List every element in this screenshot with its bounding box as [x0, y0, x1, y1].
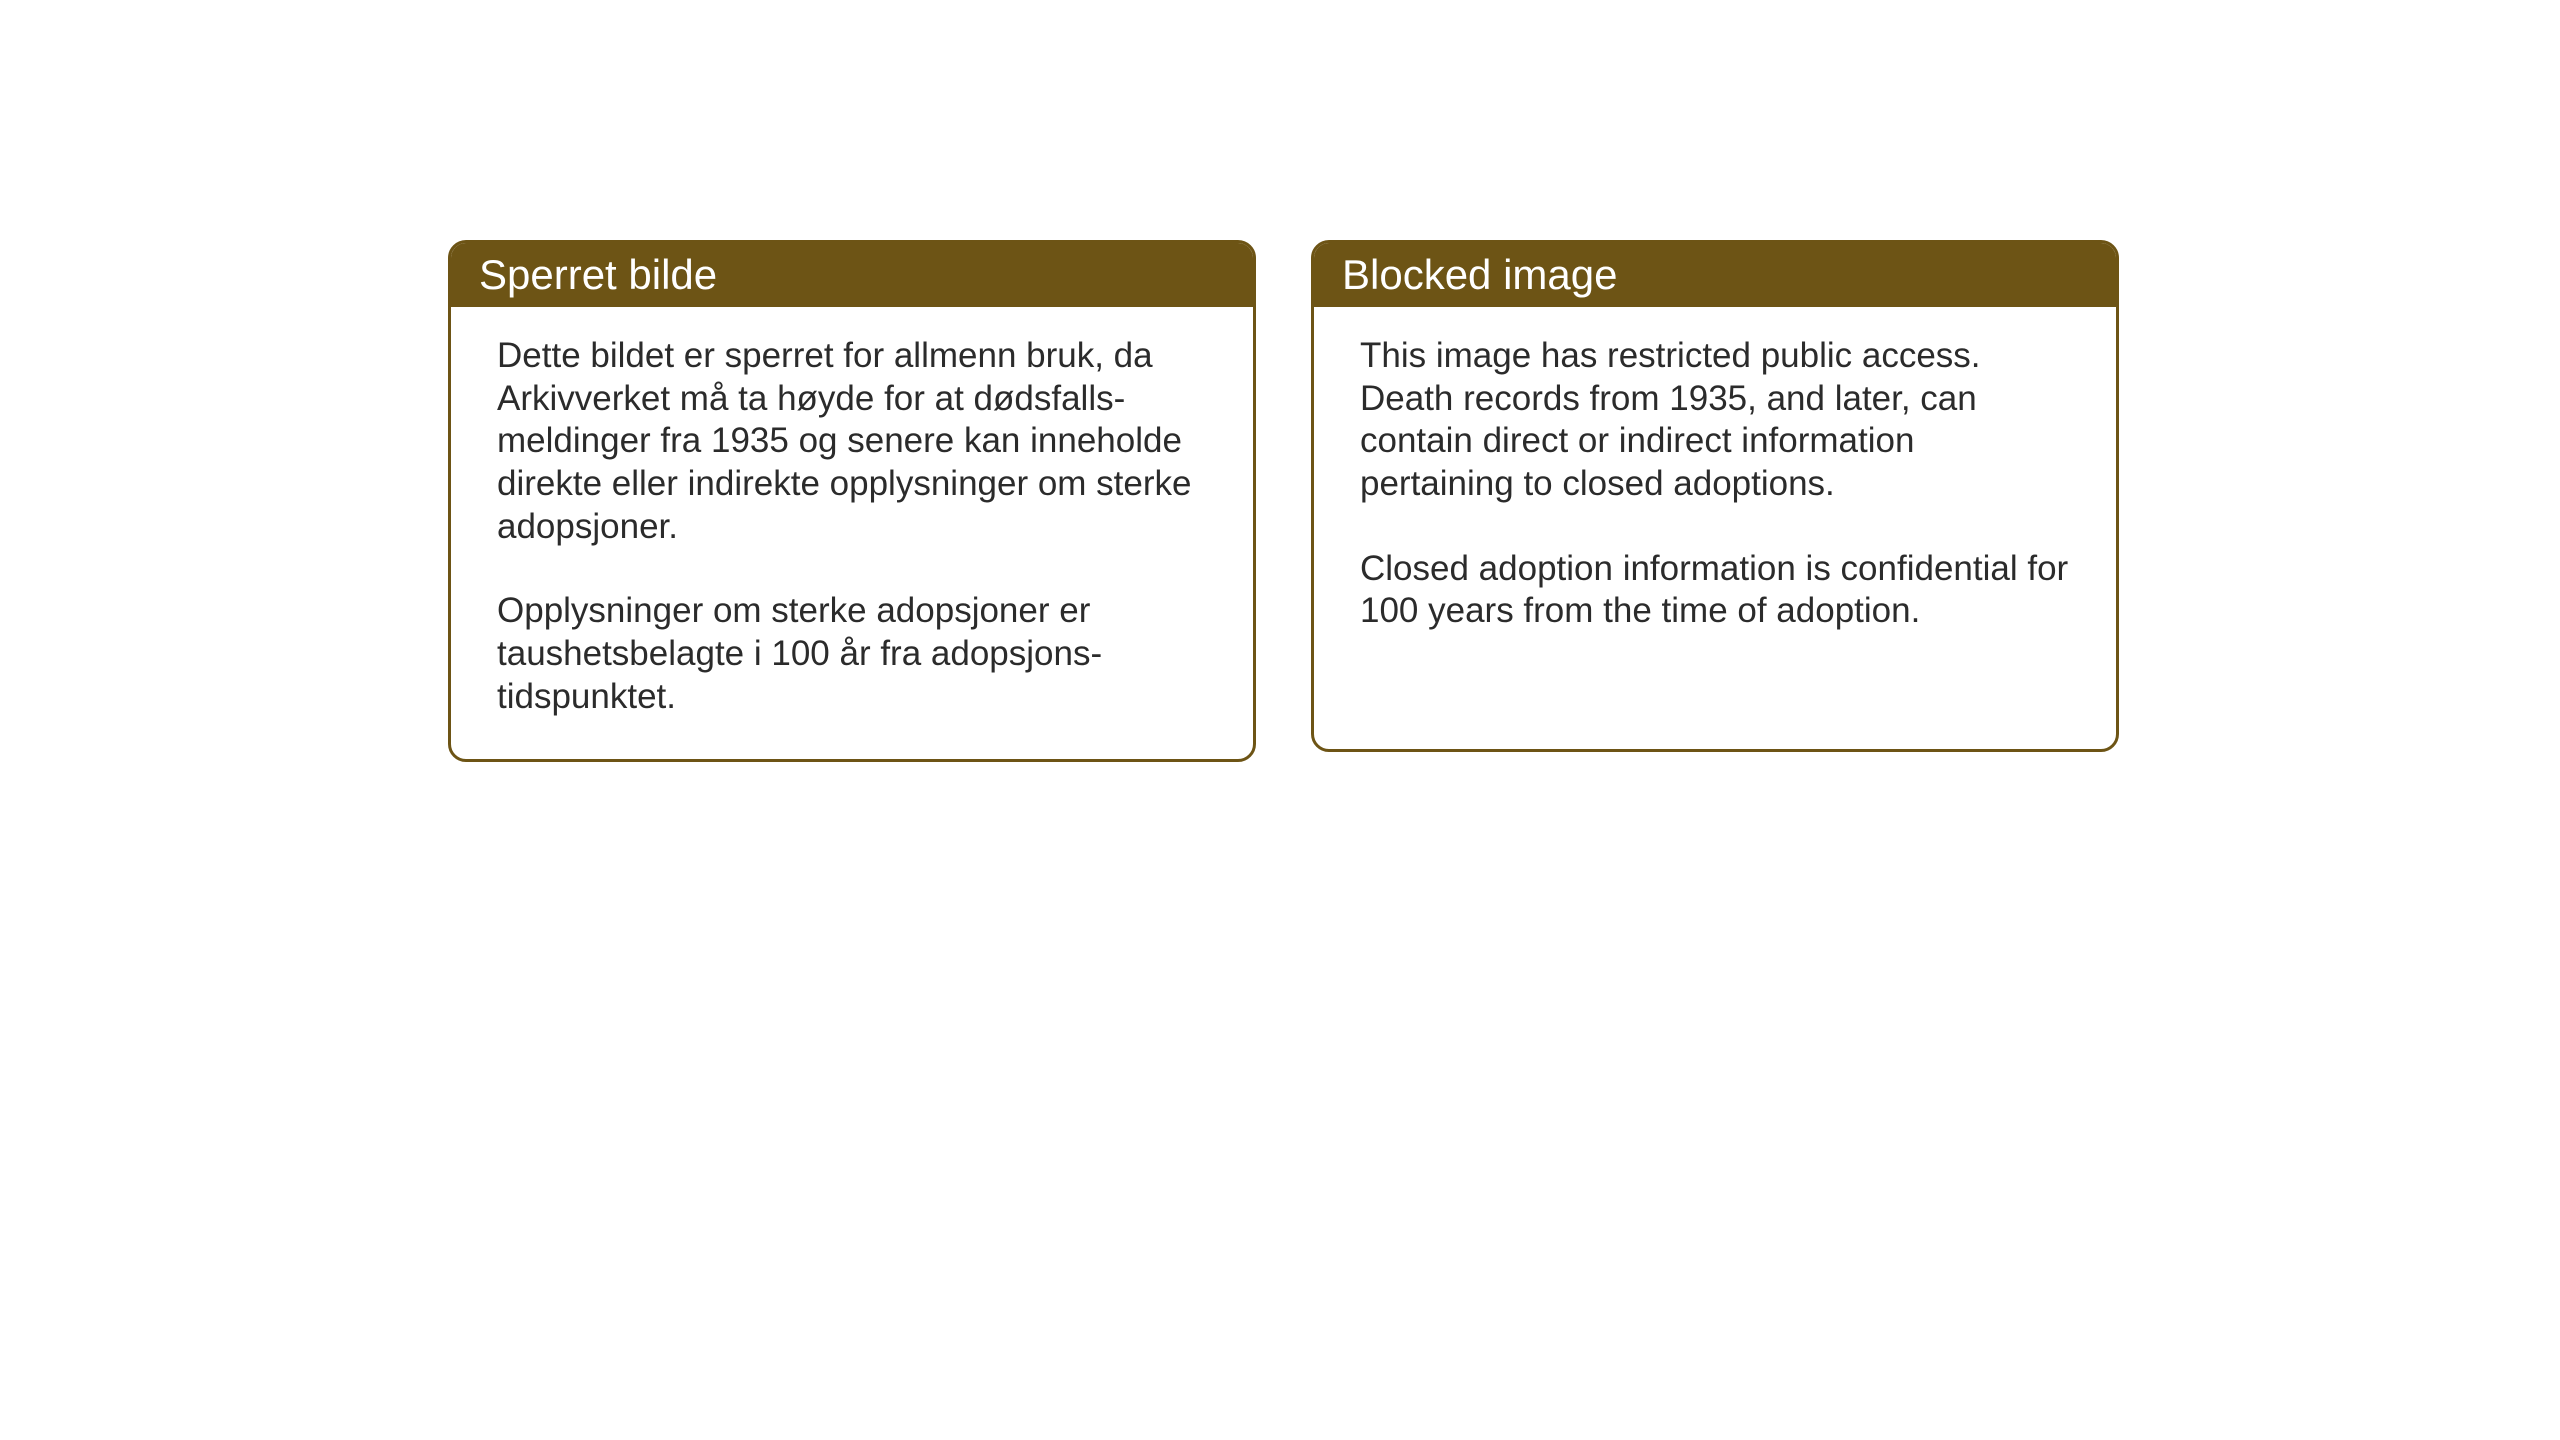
card-title-english: Blocked image — [1342, 251, 1617, 298]
card-title-norwegian: Sperret bilde — [479, 251, 717, 298]
paragraph-1-english: This image has restricted public access.… — [1360, 335, 2070, 506]
card-header-norwegian: Sperret bilde — [451, 243, 1253, 307]
paragraph-1-norwegian: Dette bildet er sperret for allmenn bruk… — [497, 335, 1207, 548]
card-body-norwegian: Dette bildet er sperret for allmenn bruk… — [451, 307, 1253, 759]
blocked-notice-card-english: Blocked image This image has restricted … — [1311, 240, 2119, 752]
notice-container: Sperret bilde Dette bildet er sperret fo… — [448, 240, 2119, 762]
card-body-english: This image has restricted public access.… — [1314, 307, 2116, 673]
paragraph-2-norwegian: Opplysninger om sterke adopsjoner er tau… — [497, 590, 1207, 718]
card-header-english: Blocked image — [1314, 243, 2116, 307]
blocked-notice-card-norwegian: Sperret bilde Dette bildet er sperret fo… — [448, 240, 1256, 762]
paragraph-2-english: Closed adoption information is confident… — [1360, 548, 2070, 633]
